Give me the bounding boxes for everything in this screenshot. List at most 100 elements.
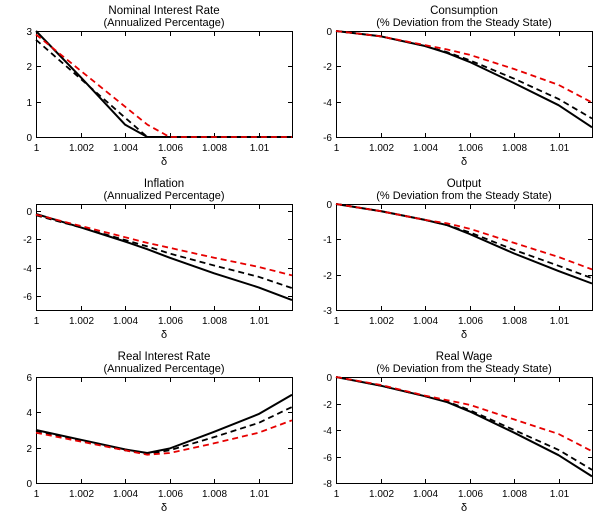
chart-subtitle: (% Deviation from the Steady State) (376, 190, 551, 202)
y-tick-label: 2 (26, 444, 32, 455)
y-tick-label: 0 (326, 27, 332, 38)
x-tick-label: 1.008 (202, 143, 227, 154)
x-axis-label: δ (461, 329, 467, 341)
y-tick-label: -2 (323, 400, 332, 411)
axes-box (336, 204, 593, 311)
plot-consumption: Consumption (% Deviation from the Steady… (323, 5, 593, 168)
x-tick-label: 1.006 (158, 489, 183, 500)
series-alt-dashed-red (335, 376, 593, 453)
series-alt-dashed-red (35, 419, 293, 456)
x-tick-label: 1 (34, 489, 40, 500)
y-tick-label: -6 (323, 133, 332, 144)
x-tick-label: 1 (334, 143, 340, 154)
chart-title: Real Interest Rate (118, 351, 211, 363)
chart-subtitle: (Annualized Percentage) (103, 363, 224, 375)
y-tick-label: 0 (26, 133, 32, 144)
series-alt-dashed-black (335, 30, 593, 120)
x-tick-label: 1.004 (113, 316, 138, 327)
series-alt-dashed-black (35, 214, 293, 289)
x-tick-label: 1.008 (502, 316, 527, 327)
y-tick-label: -1 (323, 235, 332, 246)
x-tick-label: 1.006 (158, 143, 183, 154)
chart-title: Output (447, 178, 482, 190)
axes-box (36, 31, 293, 138)
x-tick-label: 1 (334, 316, 340, 327)
x-tick-label: 1 (334, 489, 340, 500)
subplot-cell-output: Output (% Deviation from the Steady Stat… (300, 173, 600, 346)
series-baseline-solid-black (335, 376, 593, 478)
plot-real-wage: Real Wage (% Deviation from the Steady S… (323, 351, 593, 514)
series-baseline-solid-black (335, 203, 593, 285)
chart-subtitle: (Annualized Percentage) (103, 17, 224, 29)
chart-title: Nominal Interest Rate (108, 5, 219, 17)
x-tick-label: 1.006 (458, 316, 483, 327)
subplot-cell-real-wage: Real Wage (% Deviation from the Steady S… (300, 346, 600, 519)
x-tick-label: 1.006 (158, 316, 183, 327)
axes-box (36, 377, 293, 484)
y-tick-label: -2 (323, 62, 332, 73)
x-tick-label: 1 (34, 316, 40, 327)
y-tick-label: 6 (26, 373, 32, 384)
y-tick-label: 0 (26, 479, 32, 490)
y-tick-label: 0 (326, 200, 332, 211)
axes-box (36, 204, 293, 311)
x-tick-label: 1.01 (250, 489, 270, 500)
chart-title: Real Wage (436, 351, 492, 363)
series-alt-dashed-black (35, 406, 293, 455)
y-tick-label: -8 (323, 479, 332, 490)
y-tick-label: -4 (323, 98, 332, 109)
plot-output: Output (% Deviation from the Steady Stat… (323, 178, 593, 341)
series-baseline-solid-black (35, 212, 293, 302)
x-tick-label: 1.008 (502, 143, 527, 154)
chart-subtitle: (Annualized Percentage) (103, 190, 224, 202)
y-tick-label: 2 (26, 62, 32, 73)
y-tick-label: -4 (323, 426, 332, 437)
x-tick-label: 1.01 (250, 316, 270, 327)
x-axis-label: δ (161, 329, 167, 341)
plot-inflation: Inflation (Annualized Percentage) 1 1.002… (23, 178, 293, 341)
x-tick-label: 1.004 (413, 143, 438, 154)
x-tick-label: 1.008 (502, 489, 527, 500)
plot-real-interest-rate: Real Interest Rate (Annualized Percentag… (26, 351, 293, 514)
x-tick-label: 1.004 (113, 489, 138, 500)
series-baseline-solid-black (335, 30, 593, 129)
y-tick-label: -2 (323, 271, 332, 282)
x-tick-label: 1.002 (369, 489, 394, 500)
series-alt-dashed-red (335, 30, 593, 104)
series-alt-dashed-black (335, 203, 593, 280)
x-tick-label: 1.002 (369, 316, 394, 327)
series-alt-dashed-red (35, 33, 292, 138)
x-tick-label: 1.004 (413, 316, 438, 327)
axes-box (336, 31, 593, 138)
x-tick-label: 1.006 (458, 489, 483, 500)
y-tick-label: 0 (326, 373, 332, 384)
subplot-cell-real-interest-rate: Real Interest Rate (Annualized Percentag… (0, 346, 300, 519)
x-tick-label: 1.002 (69, 316, 94, 327)
y-tick-label: 0 (26, 207, 32, 218)
x-axis-label: δ (461, 156, 467, 168)
x-axis-label: δ (161, 502, 167, 514)
x-tick-label: 1.01 (550, 489, 570, 500)
subplot-cell-inflation: Inflation (Annualized Percentage) 1 1.002… (0, 173, 300, 346)
chart-title: Consumption (430, 5, 498, 17)
x-tick-label: 1.01 (250, 143, 270, 154)
series-baseline-solid-black (35, 30, 292, 138)
y-tick-label: -6 (323, 453, 332, 464)
x-tick-label: 1.002 (69, 489, 94, 500)
x-axis-label: δ (161, 156, 167, 168)
subplot-cell-consumption: Consumption (% Deviation from the Steady… (300, 0, 600, 173)
x-tick-label: 1.008 (202, 489, 227, 500)
x-tick-label: 1.002 (69, 143, 94, 154)
x-tick-label: 1 (34, 143, 40, 154)
plot-nominal-interest-rate: Nominal Interest Rate (Annualized Percen… (26, 5, 293, 168)
series-alt-dashed-black (335, 376, 593, 471)
x-tick-label: 1.01 (550, 143, 570, 154)
subplot-cell-nominal-interest-rate: Nominal Interest Rate (Annualized Percen… (0, 0, 300, 173)
chart-subtitle: (% Deviation from the Steady State) (376, 363, 551, 375)
x-tick-label: 1.004 (113, 143, 138, 154)
chart-subtitle: (% Deviation from the Steady State) (376, 17, 551, 29)
x-tick-label: 1.002 (369, 143, 394, 154)
y-tick-label: 4 (26, 408, 32, 419)
x-axis-label: δ (461, 502, 467, 514)
